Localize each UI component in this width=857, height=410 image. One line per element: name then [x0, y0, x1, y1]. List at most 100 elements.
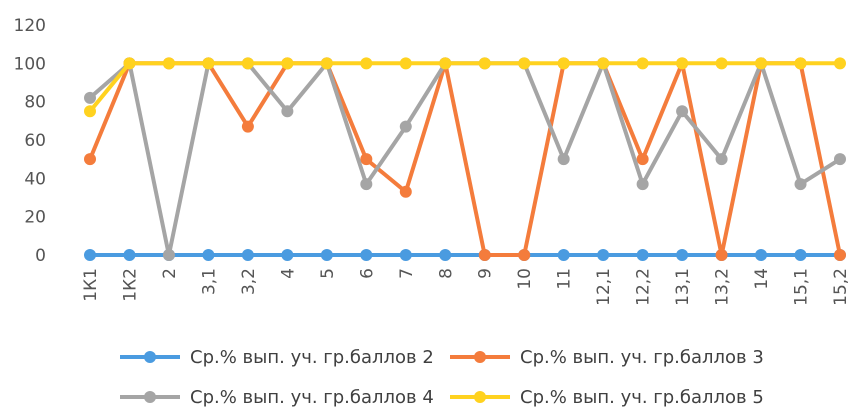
series-4	[84, 57, 846, 118]
data-point	[241, 120, 254, 133]
y-axis: 0 20 40 60 80 100 120	[14, 16, 46, 266]
data-point	[834, 249, 846, 261]
x-tick-label: 13,1	[673, 268, 693, 306]
data-point	[755, 57, 768, 70]
data-point	[715, 153, 728, 166]
data-point	[84, 153, 96, 166]
data-point	[399, 249, 412, 261]
data-point	[360, 57, 373, 70]
legend-item: Ср.% вып. уч. гр.баллов 4	[120, 387, 434, 408]
x-tick-label: 9	[476, 268, 496, 279]
data-point	[518, 57, 531, 70]
x-tick-label: 1К2	[120, 268, 140, 302]
data-point	[557, 57, 570, 70]
data-point	[399, 185, 412, 198]
data-point	[794, 178, 807, 191]
x-tick-label: 2	[160, 268, 180, 279]
data-point	[676, 105, 689, 118]
legend-marker	[474, 351, 486, 363]
data-point	[84, 249, 96, 261]
data-point	[715, 57, 728, 70]
y-tick-label: 60	[24, 131, 46, 151]
data-point	[202, 57, 215, 70]
data-point	[636, 153, 649, 166]
data-point	[123, 249, 136, 261]
legend-label: Ср.% вып. уч. гр.баллов 2	[190, 347, 434, 368]
data-point	[636, 57, 649, 70]
x-tick-label: 3,2	[239, 268, 259, 295]
data-point	[162, 249, 175, 261]
y-tick-label: 0	[35, 246, 46, 266]
legend-label: Ср.% вып. уч. гр.баллов 3	[520, 347, 764, 368]
legend-label: Ср.% вып. уч. гр.баллов 4	[190, 387, 434, 408]
data-point	[557, 249, 570, 261]
legend-label: Ср.% вып. уч. гр.баллов 5	[520, 387, 764, 408]
data-point	[360, 153, 373, 166]
data-point	[636, 249, 649, 261]
series-line	[88, 61, 842, 257]
data-point	[794, 57, 807, 70]
x-tick-label: 11	[555, 268, 575, 290]
data-point	[241, 249, 254, 261]
y-tick-label: 120	[14, 16, 46, 36]
data-point	[320, 249, 333, 261]
data-point	[478, 57, 491, 70]
series-2	[84, 57, 846, 261]
data-point	[557, 153, 570, 166]
data-point	[281, 105, 294, 118]
data-point	[162, 57, 175, 70]
y-tick-label: 80	[24, 93, 46, 113]
data-point	[518, 249, 531, 261]
x-tick-label: 15,2	[831, 268, 851, 306]
data-point	[755, 249, 768, 261]
data-point	[360, 178, 373, 191]
series-line	[88, 61, 842, 114]
legend: Ср.% вып. уч. гр.баллов 2 Ср.% вып. уч. г…	[120, 347, 764, 408]
y-tick-label: 100	[14, 54, 46, 74]
x-tick-label: 15,1	[792, 268, 812, 306]
data-point	[360, 249, 373, 261]
data-point	[241, 57, 254, 70]
data-point	[715, 249, 728, 261]
x-tick-label: 4	[278, 268, 298, 279]
legend-item: Ср.% вып. уч. гр.баллов 5	[450, 387, 764, 408]
data-point	[834, 153, 846, 166]
legend-marker	[474, 391, 486, 403]
data-point	[320, 57, 333, 70]
y-tick-label: 40	[24, 169, 46, 189]
x-tick-label: 13,2	[713, 268, 733, 306]
data-point	[123, 57, 136, 70]
x-tick-label: 8	[436, 268, 456, 279]
x-tick-label: 14	[752, 268, 772, 290]
x-tick-label: 10	[515, 268, 535, 290]
data-point	[281, 249, 294, 261]
x-tick-label: 1К1	[81, 268, 101, 302]
data-point	[794, 249, 807, 261]
x-tick-label: 12,1	[594, 268, 614, 306]
data-point	[439, 249, 452, 261]
data-point	[676, 249, 689, 261]
data-point	[281, 57, 294, 70]
data-point	[597, 249, 610, 261]
data-point	[636, 178, 649, 191]
data-point	[676, 57, 689, 70]
x-tick-label: 7	[397, 268, 417, 279]
x-tick-label: 3,1	[199, 268, 219, 295]
data-point	[84, 91, 96, 104]
legend-marker	[144, 351, 156, 363]
data-point	[399, 57, 412, 70]
legend-marker	[144, 391, 156, 403]
x-tick-label: 5	[318, 268, 338, 279]
data-point	[399, 120, 412, 133]
data-point	[597, 57, 610, 70]
x-tick-label: 6	[357, 268, 377, 279]
data-point	[439, 57, 452, 70]
legend-item: Ср.% вып. уч. гр.баллов 2	[120, 347, 434, 368]
data-point	[84, 105, 96, 118]
x-axis: 1К1 1К2 2 3,1 3,2 4 5 6 7 8 9 10 11 12,1 12,2 13,1 13,2 1…	[81, 268, 851, 306]
series-1	[84, 249, 846, 261]
series-layer	[84, 57, 846, 261]
legend-item: Ср.% вып. уч. гр.баллов 3	[450, 347, 764, 368]
